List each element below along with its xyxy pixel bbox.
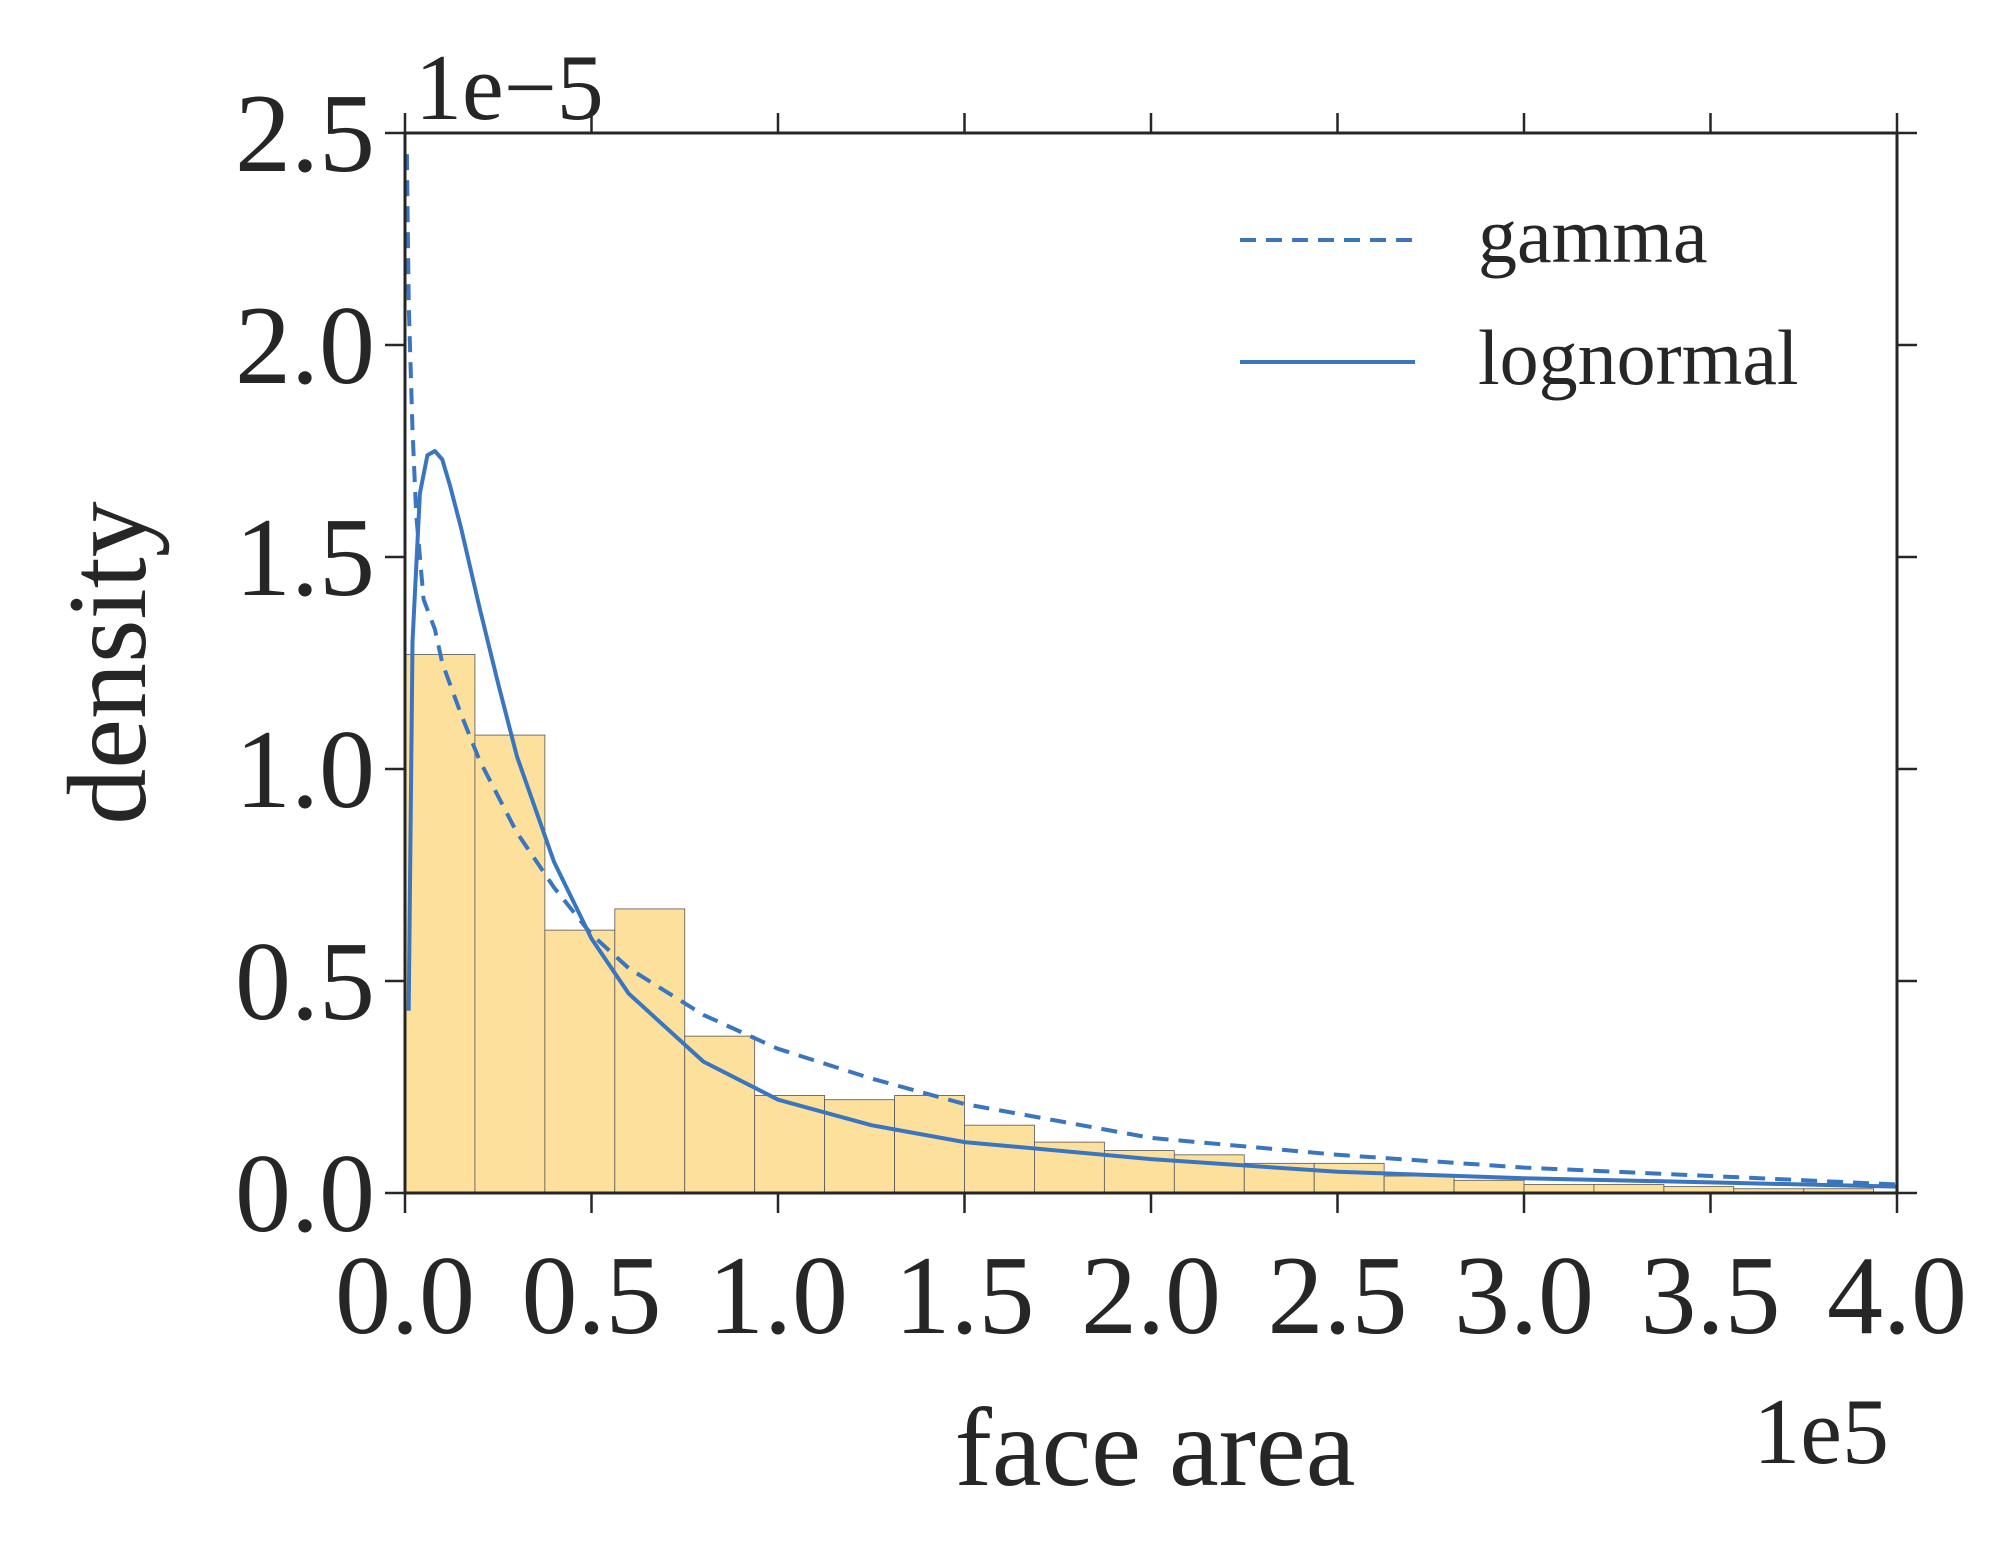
x-tick-label: 1.0 (708, 1234, 848, 1358)
y-axis-ticks: 0.0 0.5 1.0 1.5 2.0 2.5 (235, 72, 1917, 1256)
y-tick-label: 0.0 (235, 1132, 375, 1256)
y-tick-label: 1.5 (235, 496, 375, 620)
x-axis-multiplier: 1e5 (1753, 1380, 1889, 1484)
y-tick-label: 2.5 (235, 72, 375, 196)
legend-label-lognormal: lognormal (1478, 314, 1799, 401)
histogram-bar (1383, 1175, 1455, 1194)
y-axis-multiplier: 1e−5 (415, 36, 604, 140)
x-axis-label: face area (955, 1386, 1356, 1510)
histogram-bar (1313, 1162, 1385, 1194)
x-tick-label: 3.0 (1454, 1234, 1594, 1358)
y-tick-label: 1.0 (235, 708, 375, 832)
y-axis-label: density (46, 501, 170, 825)
lognormal-curve (406, 449, 1898, 1189)
x-tick-label: 2.5 (1268, 1234, 1408, 1358)
histogram-bar (754, 1095, 826, 1194)
x-axis-ticks: 0.0 0.5 1.0 1.5 2.0 2.5 3.0 3.5 4.0 (335, 113, 1967, 1358)
y-tick-label: 2.0 (235, 284, 375, 408)
x-tick-label: 2.0 (1081, 1234, 1221, 1358)
histogram-bar (474, 734, 546, 1194)
legend-label-gamma: gamma (1478, 192, 1708, 279)
histogram-bars (404, 654, 1875, 1194)
histogram-bar (894, 1095, 965, 1194)
x-tick-label: 0.5 (522, 1234, 662, 1358)
y-tick-label: 0.5 (235, 920, 375, 1044)
histogram-bar (614, 908, 686, 1194)
fit-curves (404, 154, 1898, 1189)
x-tick-label: 3.5 (1641, 1234, 1781, 1358)
gamma-curve (404, 154, 1898, 1187)
x-tick-label: 0.0 (335, 1234, 475, 1358)
x-tick-label: 1.5 (895, 1234, 1035, 1358)
histogram-bar (544, 929, 616, 1194)
x-tick-label: 4.0 (1827, 1234, 1967, 1358)
histogram-bar (404, 654, 476, 1194)
histogram-bar (964, 1124, 1035, 1194)
histogram-bar (684, 1035, 756, 1194)
histogram-bar (1453, 1179, 1525, 1194)
legend: gamma lognormal (1240, 192, 1799, 401)
